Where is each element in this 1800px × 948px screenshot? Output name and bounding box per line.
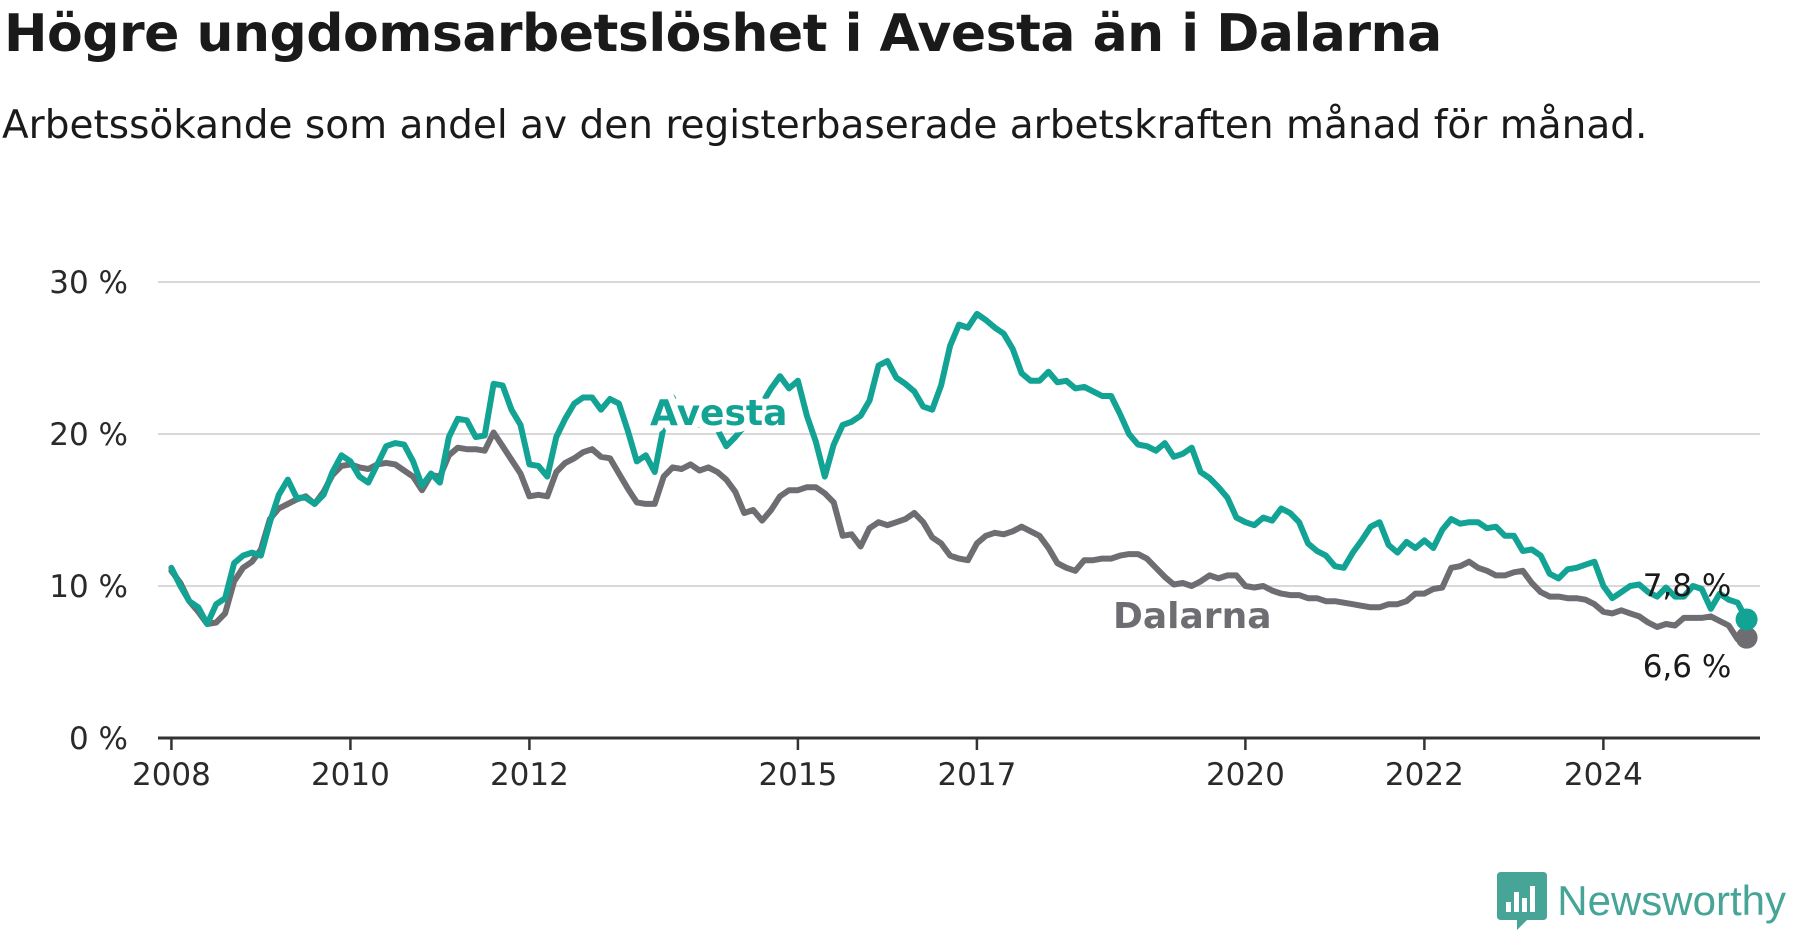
y-tick-label: 30 % (49, 265, 128, 301)
end-label-dalarna: 6,6 % (1643, 649, 1732, 685)
x-tick-label: 2012 (490, 757, 569, 793)
chart-subtitle: Arbetssökande som andel av den registerb… (2, 103, 1648, 148)
chart-title: Högre ungdomsarbetslöshet i Avesta än i … (4, 4, 1442, 64)
x-tick-label: 2010 (311, 757, 390, 793)
x-tick-label: 2024 (1564, 757, 1643, 793)
x-tick-label: 2022 (1385, 757, 1464, 793)
x-tick-label: 2017 (937, 757, 1016, 793)
brand-name: Newsworthy (1557, 877, 1786, 924)
series-label-halo: Avesta (650, 393, 787, 434)
series-label-halo: Dalarna (1113, 596, 1271, 637)
y-tick-label: 10 % (49, 569, 128, 605)
x-axis: 2008 2010 2012 2015 2017 2020 2022 2024 (132, 736, 1760, 793)
series-group (168, 310, 1758, 649)
end-point-dalarna (1735, 626, 1758, 649)
series-label-avesta: Avesta (650, 393, 787, 434)
x-tick-label: 2020 (1206, 757, 1285, 793)
x-tick-label: 2008 (132, 757, 211, 793)
y-tick-label: 0 % (69, 721, 128, 757)
series-line-avesta (168, 310, 1750, 627)
gridlines (158, 281, 1760, 587)
y-tick-label: 20 % (49, 417, 128, 453)
end-point-avesta (1735, 608, 1758, 631)
end-label-avesta: 7,8 % (1643, 568, 1732, 604)
brand-logo: Newsworthy (1497, 872, 1786, 930)
newsworthy-logo-icon (1497, 872, 1548, 930)
series-label-dalarna: Dalarna (1113, 596, 1271, 637)
y-axis-ticks: 0 % 10 % 20 % 30 % (49, 265, 128, 757)
x-tick-label: 2015 (758, 757, 837, 793)
